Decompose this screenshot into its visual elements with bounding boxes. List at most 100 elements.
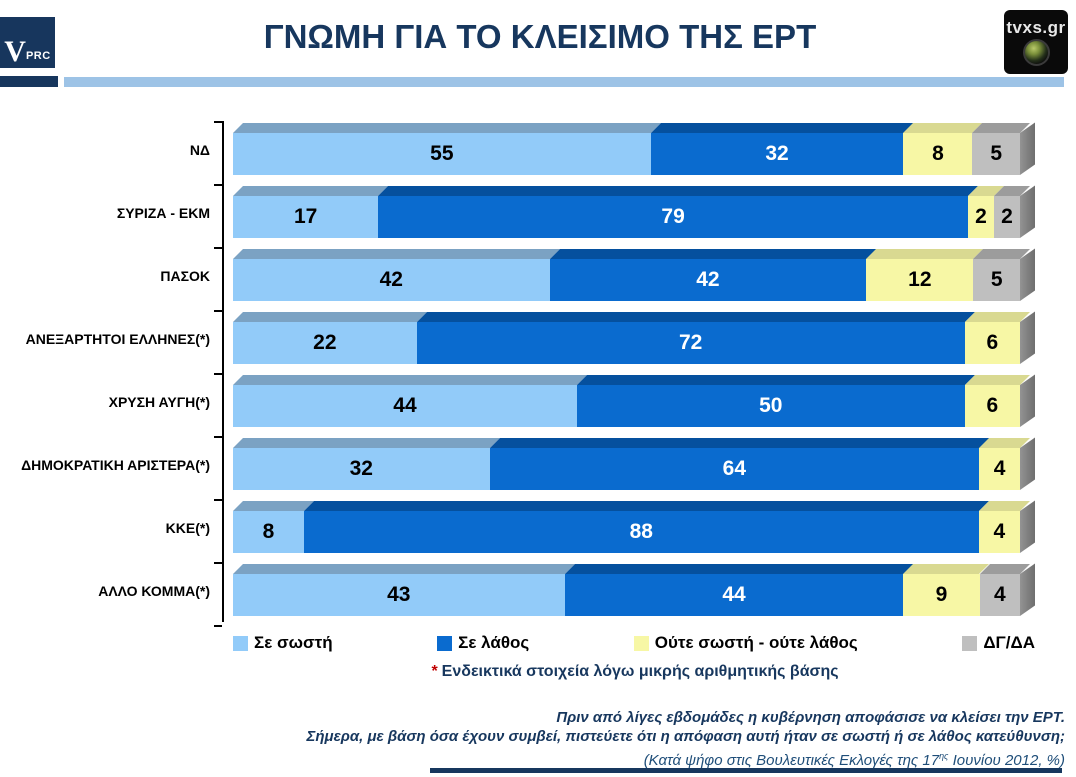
bar-segment: 12 bbox=[866, 249, 984, 301]
bar-segment-value: 4 bbox=[993, 457, 1006, 480]
bar-segment-top-face bbox=[489, 438, 990, 448]
bar-segment-value: 32 bbox=[349, 457, 373, 480]
bar-segment: 22 bbox=[233, 312, 427, 364]
bar-segment-value: 2 bbox=[1001, 205, 1013, 228]
category-label: ΣΥΡΙΖΑ - ΕΚΜ bbox=[116, 204, 210, 221]
legend-label: Ούτε σωστή - ούτε λάθος bbox=[654, 633, 858, 652]
bar-end-face bbox=[1020, 311, 1035, 364]
bar-end-face bbox=[1020, 500, 1035, 553]
bar-segment-value: 12 bbox=[908, 268, 932, 291]
bottom-rule bbox=[430, 768, 1062, 773]
question-source-line: (Κατά ψήφο στις Βουλευτικές Εκλογές της … bbox=[643, 751, 1065, 769]
bar-end-face bbox=[1020, 248, 1035, 301]
bar-segment-top-face bbox=[903, 123, 983, 133]
bar-segment-top-face bbox=[233, 438, 500, 448]
chart-row: ΑΛΛΟ ΚΟΜΜΑ(*) 43 44 9 4 bbox=[0, 559, 1076, 622]
chart-legend: Σε σωστή Σε λάθος Ούτε σωστή - ούτε λάθος Δ… bbox=[233, 630, 1035, 656]
stacked-bar: 43 44 9 4 bbox=[233, 564, 1030, 616]
axis-tick bbox=[214, 184, 222, 186]
bar-segment-top-face bbox=[650, 123, 914, 133]
bar-3d: 42 42 12 5 bbox=[233, 248, 1035, 301]
question-line-2: Σήμερα, με βάση όσα έχουν συμβεί, πιστεύ… bbox=[306, 728, 1065, 745]
bar-segment-value: 9 bbox=[935, 583, 948, 606]
bar-segment: 43 bbox=[233, 564, 575, 616]
stacked-bar: 42 42 12 5 bbox=[233, 249, 1030, 301]
header-rule-navy bbox=[0, 76, 58, 87]
bar-segment-value: 5 bbox=[990, 268, 1003, 291]
chart-row: ΠΑΣΟΚ 42 42 12 5 bbox=[0, 244, 1076, 307]
legend-label: Σε σωστή bbox=[254, 633, 333, 652]
globe-icon bbox=[1022, 38, 1050, 66]
bar-end-face bbox=[1020, 374, 1035, 427]
bar-segment-top-face bbox=[866, 249, 984, 259]
bar-segment-value: 42 bbox=[696, 268, 720, 291]
category-label: ΚΚΕ(*) bbox=[165, 519, 210, 536]
bar-segment: 6 bbox=[964, 375, 1030, 427]
stacked-bar: 32 64 4 bbox=[233, 438, 1030, 490]
category-axis-line bbox=[222, 121, 224, 622]
axis-tick bbox=[214, 247, 222, 249]
bar-segment: 5 bbox=[972, 123, 1030, 175]
category-label: ΠΑΣΟΚ bbox=[160, 267, 210, 284]
bar-segment: 42 bbox=[549, 249, 877, 301]
bar-segment-top-face bbox=[233, 501, 314, 511]
axis-tick bbox=[214, 562, 222, 564]
bar-segment-top-face bbox=[233, 186, 389, 196]
chart-row: ΚΚΕ(*) 8 88 4 bbox=[0, 496, 1076, 559]
survey-question-block: Πριν από λίγες εβδομάδες η κυβέρνηση απο… bbox=[200, 708, 1065, 771]
bar-segment-value: 22 bbox=[313, 331, 337, 354]
legend-swatch bbox=[633, 635, 649, 651]
bar-segment-value: 6 bbox=[986, 394, 999, 417]
axis-tick bbox=[214, 436, 222, 438]
footnote-asterisk: * bbox=[431, 663, 438, 680]
tvxs-logo-text: tvxs.gr bbox=[1006, 17, 1066, 37]
bar-segment-value: 6 bbox=[986, 331, 999, 354]
bar-segment-top-face bbox=[233, 312, 427, 322]
bar-segment: 2 bbox=[967, 186, 1004, 238]
bar-segment-top-face bbox=[233, 564, 575, 574]
bar-segment-value: 4 bbox=[993, 520, 1006, 543]
bar-segment-value: 64 bbox=[722, 457, 747, 480]
stacked-bar: 44 50 6 bbox=[233, 375, 1030, 427]
bar-segment-value: 17 bbox=[293, 205, 318, 228]
bar-segment-top-face bbox=[233, 123, 661, 133]
bar-end-face bbox=[1020, 185, 1035, 238]
bar-segment: 44 bbox=[564, 564, 914, 616]
category-label: ΝΔ bbox=[189, 141, 210, 158]
legend-label: ΔΓ/ΔΑ bbox=[983, 633, 1035, 652]
stacked-bar: 55 32 8 5 bbox=[233, 123, 1030, 175]
bar-segment-value: 44 bbox=[722, 583, 746, 606]
page-title: ΓΝΩΜΗ ΓΙΑ ΤΟ ΚΛΕΙΣΙΜΟ ΤΗΣ ΕΡΤ bbox=[263, 18, 817, 55]
bar-segment-top-face bbox=[303, 501, 989, 511]
axis-tick bbox=[214, 373, 222, 375]
bar-segment-value: 50 bbox=[759, 394, 783, 417]
bar-segment: 5 bbox=[973, 249, 1030, 301]
bar-segment: 4 bbox=[979, 564, 1030, 616]
bar-segment: 8 bbox=[233, 501, 314, 553]
bar-segment: 79 bbox=[378, 186, 978, 238]
bar-segment-value: 79 bbox=[661, 205, 685, 228]
bar-segment: 50 bbox=[576, 375, 975, 427]
legend-swatch bbox=[962, 635, 978, 651]
bar-segment-value: 8 bbox=[262, 520, 275, 543]
bar-segment: 64 bbox=[489, 438, 990, 490]
bar-end-face bbox=[1020, 437, 1035, 490]
legend-swatch bbox=[233, 635, 248, 651]
bar-segment: 17 bbox=[233, 186, 389, 238]
bar-segment: 4 bbox=[978, 501, 1030, 553]
stacked-bar-chart: ΝΔ 55 32 8 5 ΣΥΡΙΖΑ - ΕΚΜ 17 79 2 2 ΠΑΣΟΚ 42 42 12 5 ΑΝ… bbox=[0, 118, 1076, 627]
bar-segment-value: 4 bbox=[993, 583, 1006, 606]
legend-item: ΔΓ/ΔΑ bbox=[962, 633, 1035, 653]
footnote-text: Ενδεικτικά στοιχεία λόγω μικρής αριθμητι… bbox=[441, 663, 839, 680]
bar-segment: 88 bbox=[303, 501, 989, 553]
vprc-logo: V PRC bbox=[0, 17, 55, 68]
category-label: ΑΛΛΟ ΚΟΜΜΑ(*) bbox=[98, 582, 210, 599]
axis-tick bbox=[214, 499, 222, 501]
bar-3d: 17 79 2 2 bbox=[233, 185, 1035, 238]
bar-segment-value: 72 bbox=[678, 331, 703, 354]
bar-3d: 22 72 6 bbox=[233, 311, 1035, 364]
bar-segment-top-face bbox=[549, 249, 877, 259]
bar-segment-value: 44 bbox=[393, 394, 417, 417]
chart-row: ΧΡΥΣΗ ΑΥΓΗ(*) 44 50 6 bbox=[0, 370, 1076, 433]
